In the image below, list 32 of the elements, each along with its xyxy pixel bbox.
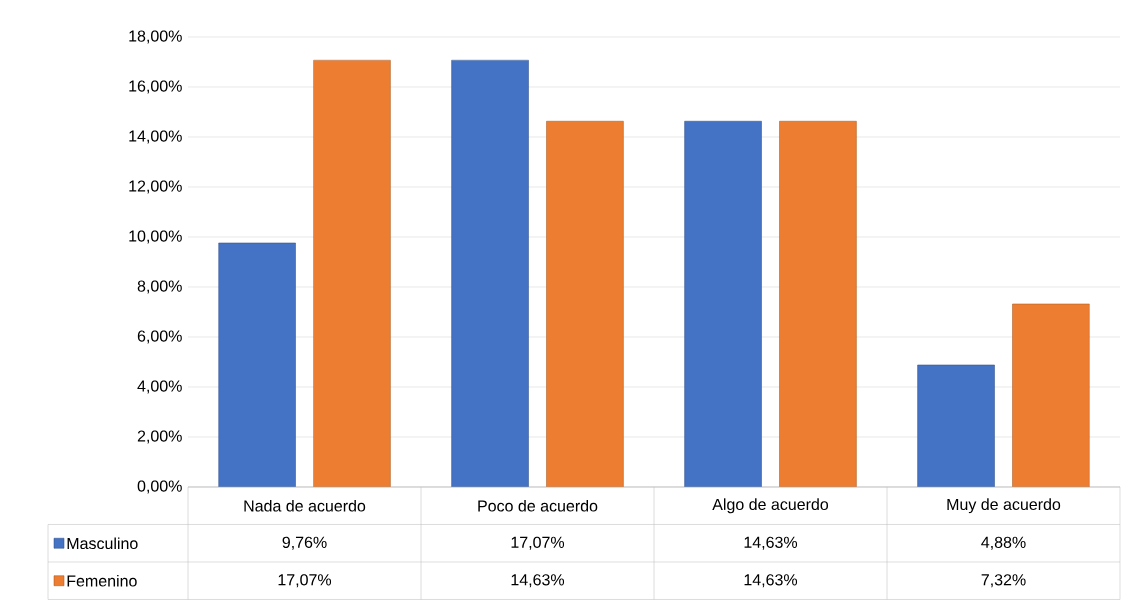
bar [546,120,624,487]
data-label: 17,07% [278,574,332,588]
y-tick-label: 6,00% [137,330,182,344]
y-tick-label: 12,00% [129,180,182,194]
x-tick-label: Muy de acuerdo [947,498,1061,514]
x-tick-label: Nada de acuerdo [244,499,366,512]
data-label: 4,88% [981,536,1026,550]
bar [451,59,529,487]
x-tick-label: Algo de acuerdo [712,498,829,514]
y-tick-label: 0,00% [137,480,182,494]
legend-label: Femenino [67,574,137,587]
y-tick-label: 18,00% [129,30,182,44]
y-tick-label: 2,00% [137,430,182,444]
data-label: 14,63% [744,574,798,588]
bar [218,242,296,487]
data-label: 14,63% [744,536,798,550]
y-tick-label: 8,00% [137,280,182,294]
x-tick-label: Poco de acuerdo [478,499,598,512]
bar [1012,303,1090,487]
data-label: 7,32% [981,574,1026,588]
y-tick-label: 14,00% [129,130,182,144]
data-label: 14,63% [511,574,565,588]
bar [779,120,857,487]
data-label: 9,76% [282,536,327,550]
bar [313,59,391,487]
y-tick-label: 4,00% [137,380,182,394]
y-tick-label: 10,00% [129,230,182,244]
bar [684,120,762,487]
y-tick-label: 16,00% [129,80,182,94]
bar [917,364,995,487]
legend-label: Masculino [67,537,138,550]
data-label: 17,07% [511,536,565,550]
